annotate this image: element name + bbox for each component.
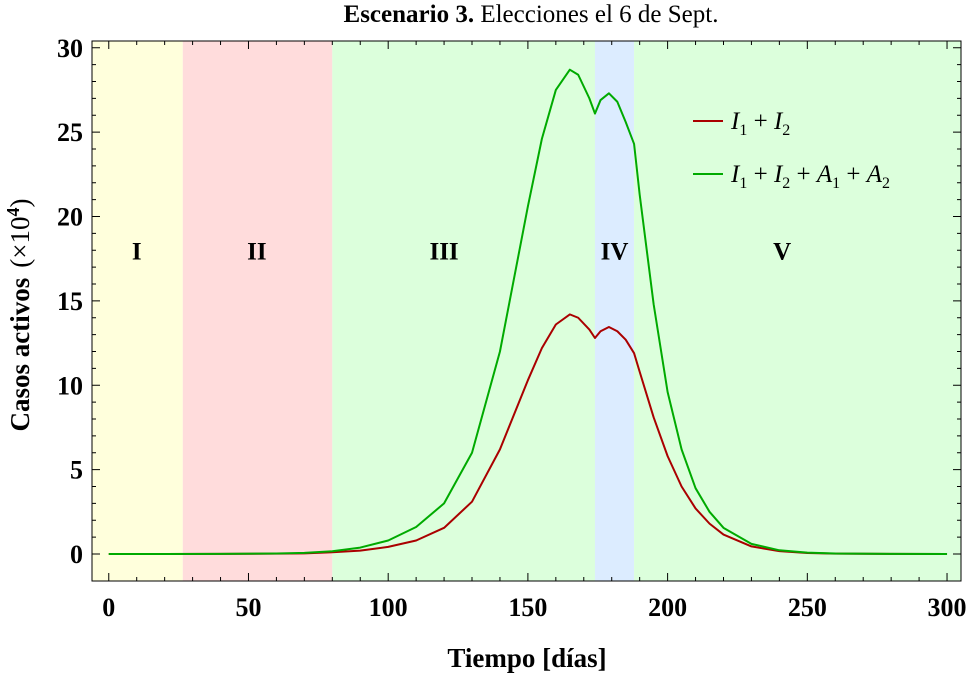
x-axis: 0 50 100 150 200 250 300 (102, 41, 967, 622)
y-tick-label-0: 0 (70, 540, 83, 569)
region-2 (182, 41, 333, 581)
legend-label-series-1: I1 + I2 (730, 108, 790, 139)
region-labels: I II III IV V (132, 238, 791, 265)
x-tick-label-250: 250 (788, 593, 827, 622)
title-bold: Escenario 3. (344, 1, 475, 28)
legend: I1 + I2 I1 + I2 + A1 + A2 (693, 108, 890, 192)
y-tick-label-15: 15 (57, 287, 83, 316)
y-tick-label-5: 5 (70, 456, 83, 485)
y-tick-label-10: 10 (57, 371, 83, 400)
legend-label-series-2: I1 + I2 + A1 + A2 (730, 161, 890, 192)
series-line-2 (108, 68, 948, 555)
region-label-4: IV (601, 238, 629, 265)
x-tick-label-300: 300 (928, 593, 967, 622)
x-tick-label-0: 0 (102, 593, 115, 622)
plot-frame (91, 40, 962, 582)
region-label-2: II (247, 238, 266, 265)
x-tick-label-50: 50 (235, 593, 261, 622)
x-axis-label: Tiempo [días] (447, 643, 606, 673)
y-axis: 0 5 10 15 20 25 30 (57, 34, 961, 569)
region-1 (92, 41, 183, 581)
y-axis-unit-suffix: ) (5, 199, 35, 208)
background-regions (92, 41, 961, 581)
title-rest: Elecciones el 6 de Sept. (474, 1, 718, 28)
region-5 (634, 41, 961, 581)
y-tick-label-25: 25 (57, 118, 83, 147)
region-4 (594, 41, 635, 581)
y-axis-unit-prefix: (×10 (5, 217, 35, 268)
y-tick-label-20: 20 (57, 203, 83, 232)
series-line-1 (108, 313, 948, 555)
series-lines (108, 68, 948, 555)
region-label-3: III (429, 238, 458, 265)
y-tick-label-30: 30 (57, 34, 83, 63)
region-label-1: I (132, 238, 142, 265)
x-tick-label-200: 200 (648, 593, 687, 622)
region-label-5: V (773, 238, 791, 265)
region-3 (332, 41, 595, 581)
y-axis-label: Casos activos (×104) (3, 199, 35, 432)
y-axis-unit-exp: 4 (3, 208, 23, 217)
x-tick-label-150: 150 (508, 593, 547, 622)
x-tick-label-100: 100 (369, 593, 408, 622)
y-axis-label-text: Casos activos (5, 278, 35, 432)
chart-title: Escenario 3. Elecciones el 6 de Sept. (344, 1, 719, 28)
